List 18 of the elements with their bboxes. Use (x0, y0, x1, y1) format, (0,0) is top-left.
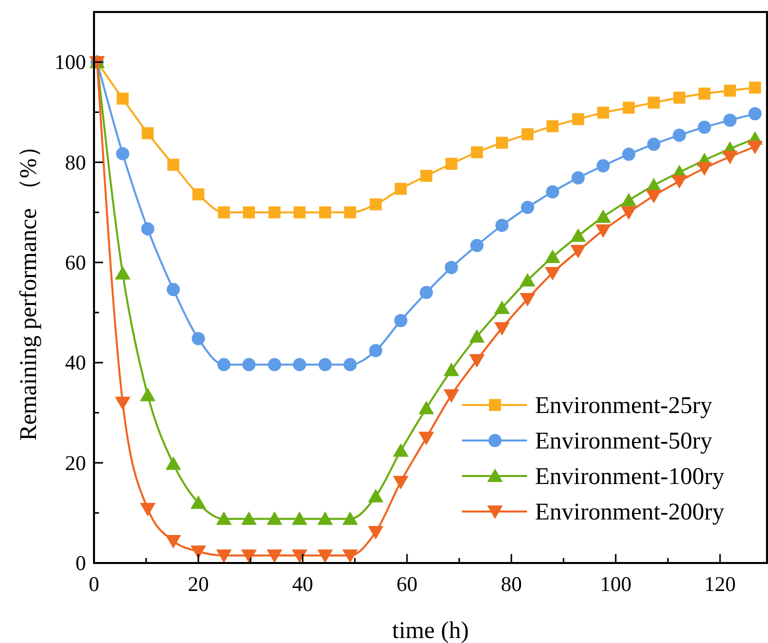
y-tick-label: 60 (65, 250, 86, 274)
y-tick-label: 100 (54, 50, 86, 74)
x-tick-label: 40 (292, 572, 314, 596)
legend-label: Environment-100ry (535, 464, 724, 490)
x-tick-label: 20 (188, 572, 209, 596)
y-tick-label: 40 (65, 350, 86, 375)
legend-label: Environment-50ry (535, 428, 712, 454)
legend-label: Environment-25ry (535, 393, 712, 419)
y-tick-label: 0 (76, 551, 86, 575)
y-tick-label: 80 (65, 150, 86, 174)
y-axis-title: Remaining performance （%） (16, 134, 42, 441)
legend-label: Environment-200ry (535, 500, 724, 526)
x-axis-title: time (h) (392, 618, 469, 643)
x-tick-label: 60 (396, 572, 418, 596)
y-tick-label: 20 (65, 450, 86, 475)
x-tick-label: 80 (500, 572, 522, 596)
x-tick-label: 100 (600, 572, 632, 596)
x-tick-label: 120 (704, 572, 736, 596)
